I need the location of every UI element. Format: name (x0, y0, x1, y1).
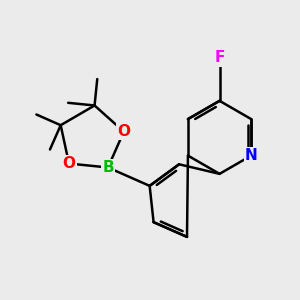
Text: O: O (117, 124, 130, 139)
Text: N: N (245, 148, 258, 163)
Text: O: O (62, 156, 76, 171)
Text: F: F (214, 50, 225, 65)
Text: B: B (102, 160, 114, 175)
